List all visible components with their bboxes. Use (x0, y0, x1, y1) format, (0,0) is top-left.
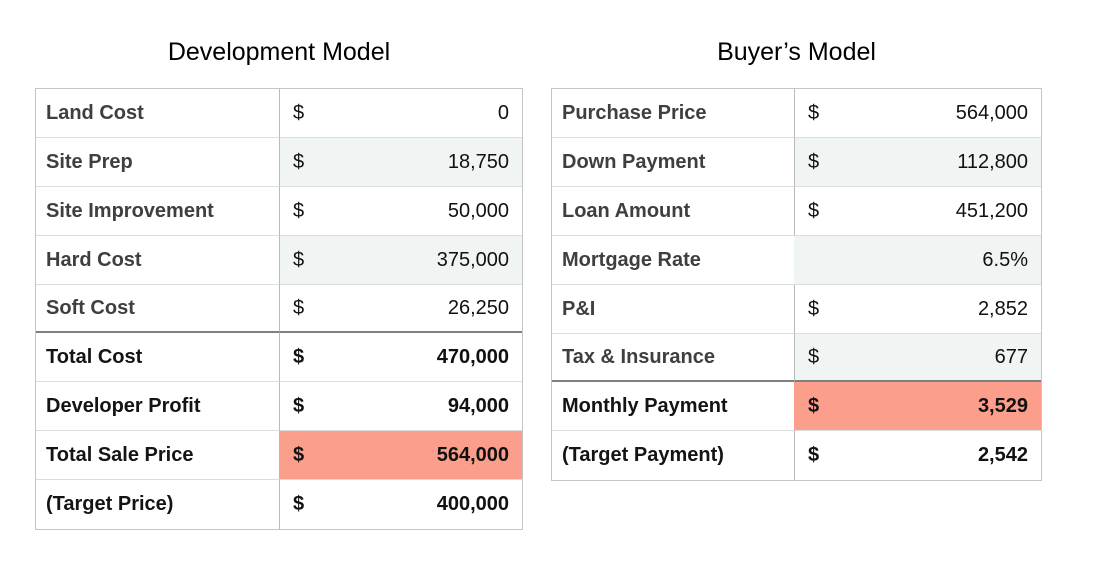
amount-value: 3,529 (977, 394, 1028, 417)
amount-value: 375,000 (436, 248, 509, 271)
currency-symbol: $ (293, 394, 305, 417)
row-label-cell[interactable]: Purchase Price (552, 89, 794, 138)
currency-symbol: $ (808, 345, 820, 368)
development-model-rows: Land Cost $0 Site Prep $18,750 Site Improvem… (36, 89, 522, 529)
table-row: Mortgage Rate 6.5% (552, 236, 1041, 285)
amount-value: 50,000 (447, 199, 509, 222)
development-model-title: Development Model (167, 38, 391, 66)
row-label-cell[interactable]: (Target Payment) (562, 444, 724, 466)
row-value-cell[interactable]: $26,250 (279, 285, 522, 333)
table-row: (Target Price) $400,000 (36, 480, 522, 529)
row-value-cell[interactable]: $2,542 (794, 431, 1041, 480)
table-row: Monthly Payment $3,529 (552, 382, 1041, 431)
row-label-cell[interactable]: Total Cost (36, 333, 279, 382)
table-row: Purchase Price $564,000 (552, 89, 1041, 138)
row-value-cell[interactable]: $400,000 (279, 480, 522, 529)
amount-value: 18,750 (447, 150, 509, 173)
currency-symbol: $ (293, 345, 305, 368)
amount-value: 451,200 (955, 199, 1028, 222)
amount-value: 0 (497, 101, 509, 124)
currency-symbol: $ (293, 296, 305, 319)
amount-value: 2,542 (977, 444, 1028, 466)
amount-value: 112,800 (957, 150, 1028, 173)
currency-symbol: $ (808, 150, 820, 173)
row-value-cell[interactable]: $375,000 (279, 236, 522, 285)
amount-value: 470,000 (436, 345, 509, 368)
amount-value: 26,250 (447, 296, 509, 319)
row-label-cell[interactable]: Developer Profit (36, 382, 279, 431)
amount-value: 564,000 (436, 443, 509, 466)
amount-value: 400,000 (436, 493, 509, 515)
table-row: Site Prep $18,750 (36, 138, 522, 187)
table-row: Hard Cost $375,000 (36, 236, 522, 285)
row-label-cell[interactable]: Site Prep (36, 138, 279, 187)
row-value-cell[interactable]: $470,000 (279, 333, 522, 382)
amount-value: 2,852 (977, 297, 1028, 320)
currency-symbol: $ (808, 101, 820, 124)
table-row: Total Cost $470,000 (36, 333, 522, 382)
amount-value: 6.5% (982, 248, 1028, 271)
table-row: Land Cost $0 (36, 89, 522, 138)
buyers-model-title: Buyer’s Model (717, 38, 876, 66)
row-label-cell[interactable]: Soft Cost (36, 285, 279, 333)
row-value-cell[interactable]: $451,200 (794, 187, 1041, 236)
table-row: (Target Payment) $2,542 (552, 431, 1041, 480)
table-row: Total Sale Price $564,000 (36, 431, 522, 480)
currency-symbol: $ (808, 444, 820, 466)
development-model-section: Development Model Land Cost $0 Site Prep $1… (35, 38, 523, 530)
currency-symbol: $ (293, 443, 305, 466)
table-row: Tax & Insurance $677 (552, 334, 1041, 382)
row-value-cell[interactable]: $50,000 (279, 187, 522, 236)
amount-value: 677 (994, 345, 1028, 368)
row-value-cell[interactable]: $677 (794, 334, 1041, 382)
currency-symbol: $ (293, 150, 305, 173)
row-label-cell[interactable]: Down Payment (552, 138, 794, 187)
table-row: Developer Profit $94,000 (36, 382, 522, 431)
amount-value: 94,000 (447, 394, 509, 417)
currency-symbol: $ (293, 248, 305, 271)
row-label-cell[interactable]: Land Cost (36, 89, 279, 138)
row-label-cell[interactable]: Tax & Insurance (552, 334, 794, 382)
row-value-cell[interactable]: $94,000 (279, 382, 522, 431)
row-value-cell[interactable]: $112,800 (794, 138, 1041, 187)
table-row: P&I $2,852 (552, 285, 1041, 334)
table-row: Site Improvement $50,000 (36, 187, 522, 236)
row-label-cell[interactable]: Total Sale Price (36, 431, 279, 480)
table-row: Loan Amount $451,200 (552, 187, 1041, 236)
row-label-cell[interactable]: Loan Amount (552, 187, 794, 236)
row-label-cell[interactable]: (Target Price) (46, 493, 174, 515)
row-value-cell[interactable]: $0 (279, 89, 522, 138)
buyers-model-table: Purchase Price $564,000 Down Payment $112,8… (551, 88, 1042, 481)
currency-symbol: $ (808, 394, 820, 417)
development-model-table: Land Cost $0 Site Prep $18,750 Site Improvem… (35, 88, 523, 530)
row-label-cell[interactable]: Mortgage Rate (552, 236, 794, 285)
currency-symbol: $ (293, 493, 305, 515)
currency-symbol: $ (293, 199, 305, 222)
amount-value: 564,000 (955, 101, 1028, 124)
row-value-cell[interactable]: 6.5% (794, 236, 1041, 285)
currency-symbol: $ (808, 297, 820, 320)
row-label-cell[interactable]: P&I (552, 285, 794, 334)
table-row: Soft Cost $26,250 (36, 285, 522, 333)
row-label-cell[interactable]: Monthly Payment (552, 382, 794, 431)
table-row: Down Payment $112,800 (552, 138, 1041, 187)
row-value-cell[interactable]: $564,000 (279, 431, 522, 480)
row-value-cell[interactable]: $18,750 (279, 138, 522, 187)
buyers-model-rows: Purchase Price $564,000 Down Payment $112,8… (552, 89, 1041, 480)
row-label-cell[interactable]: Hard Cost (36, 236, 279, 285)
row-label-cell[interactable]: Site Improvement (36, 187, 279, 236)
currency-symbol: $ (808, 199, 820, 222)
buyers-model-section: Buyer’s Model Purchase Price $564,000 Down… (551, 38, 1042, 481)
row-value-cell[interactable]: $3,529 (794, 382, 1041, 431)
currency-symbol: $ (293, 101, 305, 124)
row-value-cell[interactable]: $564,000 (794, 89, 1041, 138)
row-value-cell[interactable]: $2,852 (794, 285, 1041, 334)
